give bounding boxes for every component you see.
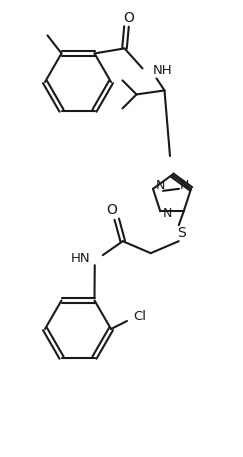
Text: S: S bbox=[177, 226, 186, 240]
Text: N: N bbox=[155, 179, 165, 192]
Text: HN: HN bbox=[71, 252, 91, 265]
Text: N: N bbox=[179, 179, 189, 192]
Text: N: N bbox=[163, 207, 172, 220]
Text: O: O bbox=[123, 11, 134, 26]
Text: NH: NH bbox=[153, 64, 172, 77]
Text: Cl: Cl bbox=[133, 309, 147, 323]
Text: O: O bbox=[106, 203, 117, 217]
